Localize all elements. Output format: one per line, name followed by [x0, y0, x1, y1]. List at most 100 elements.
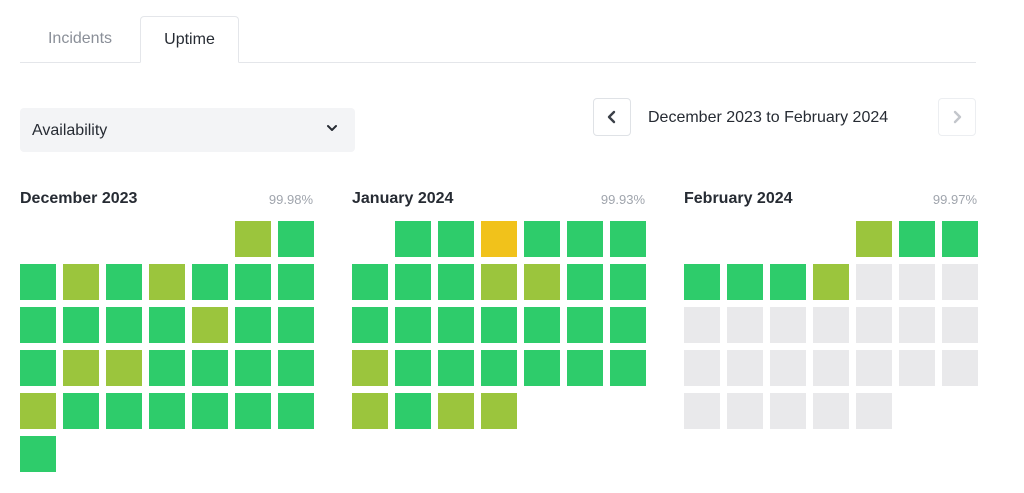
month-title: December 2023 — [20, 190, 138, 207]
day-cell-operational[interactable] — [395, 221, 431, 257]
day-cell-operational[interactable] — [192, 393, 228, 429]
day-cell-no_data[interactable] — [770, 393, 806, 429]
day-cell-no_data[interactable] — [856, 264, 892, 300]
day-cell-minor[interactable] — [192, 307, 228, 343]
day-cell-no_data[interactable] — [727, 350, 763, 386]
chevron-down-icon — [327, 125, 337, 131]
day-cell-no_data[interactable] — [727, 307, 763, 343]
day-cell-operational[interactable] — [20, 264, 56, 300]
day-cell-operational[interactable] — [352, 264, 388, 300]
day-cell-operational[interactable] — [567, 221, 603, 257]
day-cell-operational[interactable] — [610, 221, 646, 257]
day-cell-operational[interactable] — [20, 436, 56, 472]
day-cell-no_data[interactable] — [813, 350, 849, 386]
day-cell-no_data[interactable] — [856, 393, 892, 429]
day-cell-operational[interactable] — [438, 307, 474, 343]
day-cell-operational[interactable] — [524, 221, 560, 257]
day-cell-operational[interactable] — [352, 307, 388, 343]
day-cell-minor[interactable] — [149, 264, 185, 300]
day-cell-operational[interactable] — [727, 264, 763, 300]
day-cell-operational[interactable] — [20, 350, 56, 386]
day-cell-no_data[interactable] — [856, 350, 892, 386]
day-cell-operational[interactable] — [149, 350, 185, 386]
day-cell-operational[interactable] — [395, 264, 431, 300]
day-cell-operational[interactable] — [567, 307, 603, 343]
day-cell-no_data[interactable] — [813, 307, 849, 343]
next-range-button[interactable] — [938, 98, 976, 136]
day-cell-minor[interactable] — [856, 221, 892, 257]
day-cell-operational[interactable] — [524, 307, 560, 343]
chevron-left-icon — [607, 110, 616, 124]
day-cell-operational[interactable] — [684, 264, 720, 300]
day-cell-operational[interactable] — [395, 350, 431, 386]
day-cell-operational[interactable] — [149, 393, 185, 429]
tab-incidents[interactable]: Incidents — [47, 30, 113, 47]
day-cell-operational[interactable] — [899, 221, 935, 257]
day-cell-operational[interactable] — [235, 307, 271, 343]
month-title: February 2024 — [684, 190, 793, 207]
day-cell-operational[interactable] — [235, 350, 271, 386]
day-cell-no_data[interactable] — [942, 264, 978, 300]
day-cell-operational[interactable] — [567, 350, 603, 386]
day-cell-operational[interactable] — [395, 307, 431, 343]
day-cell-operational[interactable] — [438, 221, 474, 257]
day-cell-minor[interactable] — [352, 350, 388, 386]
day-cell-operational[interactable] — [610, 264, 646, 300]
day-cell-operational[interactable] — [481, 350, 517, 386]
day-cell-minor[interactable] — [63, 350, 99, 386]
day-cell-operational[interactable] — [192, 350, 228, 386]
day-cell-operational[interactable] — [524, 350, 560, 386]
day-cell-minor[interactable] — [813, 264, 849, 300]
day-cell-operational[interactable] — [610, 350, 646, 386]
day-cell-operational[interactable] — [942, 221, 978, 257]
day-cell-no_data[interactable] — [899, 307, 935, 343]
day-cell-no_data[interactable] — [899, 350, 935, 386]
day-cell-minor[interactable] — [481, 393, 517, 429]
day-cell-no_data[interactable] — [942, 350, 978, 386]
day-cell-no_data[interactable] — [770, 350, 806, 386]
day-cell-no_data[interactable] — [942, 307, 978, 343]
day-cell-operational[interactable] — [106, 307, 142, 343]
day-cell-no_data[interactable] — [856, 307, 892, 343]
day-cell-no_data[interactable] — [684, 350, 720, 386]
day-cell-minor[interactable] — [235, 221, 271, 257]
day-cell-operational[interactable] — [106, 393, 142, 429]
day-cell-minor[interactable] — [352, 393, 388, 429]
day-cell-operational[interactable] — [481, 307, 517, 343]
day-cell-minor[interactable] — [438, 393, 474, 429]
day-cell-operational[interactable] — [192, 264, 228, 300]
day-cell-operational[interactable] — [63, 393, 99, 429]
day-cell-operational[interactable] — [278, 307, 314, 343]
day-cell-operational[interactable] — [395, 393, 431, 429]
day-cell-operational[interactable] — [278, 350, 314, 386]
tab-uptime[interactable]: Uptime — [140, 16, 239, 63]
day-cell-minor[interactable] — [63, 264, 99, 300]
day-cell-operational[interactable] — [610, 307, 646, 343]
day-cell-minor[interactable] — [481, 264, 517, 300]
metric-select[interactable]: Availability — [20, 108, 355, 152]
day-cell-operational[interactable] — [20, 307, 56, 343]
day-cell-operational[interactable] — [278, 264, 314, 300]
previous-range-button[interactable] — [593, 98, 631, 136]
day-cell-operational[interactable] — [63, 307, 99, 343]
day-cell-degraded[interactable] — [481, 221, 517, 257]
day-cell-operational[interactable] — [278, 221, 314, 257]
day-cell-minor[interactable] — [524, 264, 560, 300]
day-cell-no_data[interactable] — [770, 307, 806, 343]
day-cell-operational[interactable] — [438, 350, 474, 386]
day-cell-operational[interactable] — [438, 264, 474, 300]
day-cell-operational[interactable] — [235, 393, 271, 429]
day-cell-no_data[interactable] — [684, 393, 720, 429]
day-cell-minor[interactable] — [106, 350, 142, 386]
day-cell-operational[interactable] — [770, 264, 806, 300]
day-cell-operational[interactable] — [106, 264, 142, 300]
day-cell-no_data[interactable] — [899, 264, 935, 300]
day-cell-operational[interactable] — [235, 264, 271, 300]
day-cell-operational[interactable] — [149, 307, 185, 343]
day-cell-operational[interactable] — [278, 393, 314, 429]
day-cell-minor[interactable] — [20, 393, 56, 429]
day-cell-no_data[interactable] — [727, 393, 763, 429]
day-cell-no_data[interactable] — [813, 393, 849, 429]
day-cell-no_data[interactable] — [684, 307, 720, 343]
day-cell-operational[interactable] — [567, 264, 603, 300]
